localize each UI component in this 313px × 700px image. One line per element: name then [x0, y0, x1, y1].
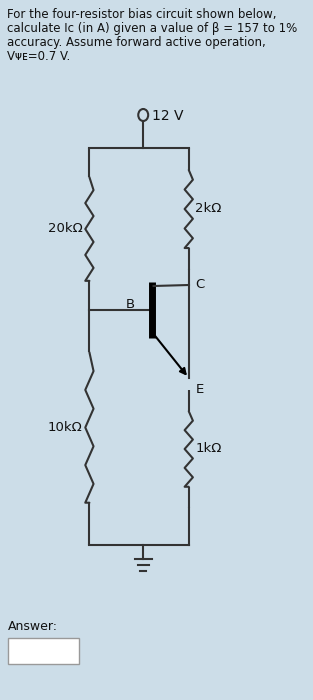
- Text: 2kΩ: 2kΩ: [195, 202, 222, 216]
- Text: 1kΩ: 1kΩ: [195, 442, 222, 456]
- Text: calculate Iᴄ (in A) given a value of β = 157 to 1%: calculate Iᴄ (in A) given a value of β =…: [7, 22, 297, 35]
- Text: Vᴪᴇ=0.7 V.: Vᴪᴇ=0.7 V.: [7, 50, 70, 63]
- Text: 20kΩ: 20kΩ: [48, 223, 83, 235]
- Text: C: C: [195, 279, 205, 291]
- Text: E: E: [195, 383, 204, 396]
- Text: For the four-resistor bias circuit shown below,: For the four-resistor bias circuit shown…: [7, 8, 276, 21]
- Text: B: B: [126, 298, 135, 311]
- Text: 10kΩ: 10kΩ: [48, 421, 83, 434]
- Text: Answer:: Answer:: [8, 620, 58, 633]
- Text: 12 V: 12 V: [151, 109, 183, 123]
- Text: accuracy. Assume forward active operation,: accuracy. Assume forward active operatio…: [7, 36, 265, 49]
- Bar: [8, 638, 79, 664]
